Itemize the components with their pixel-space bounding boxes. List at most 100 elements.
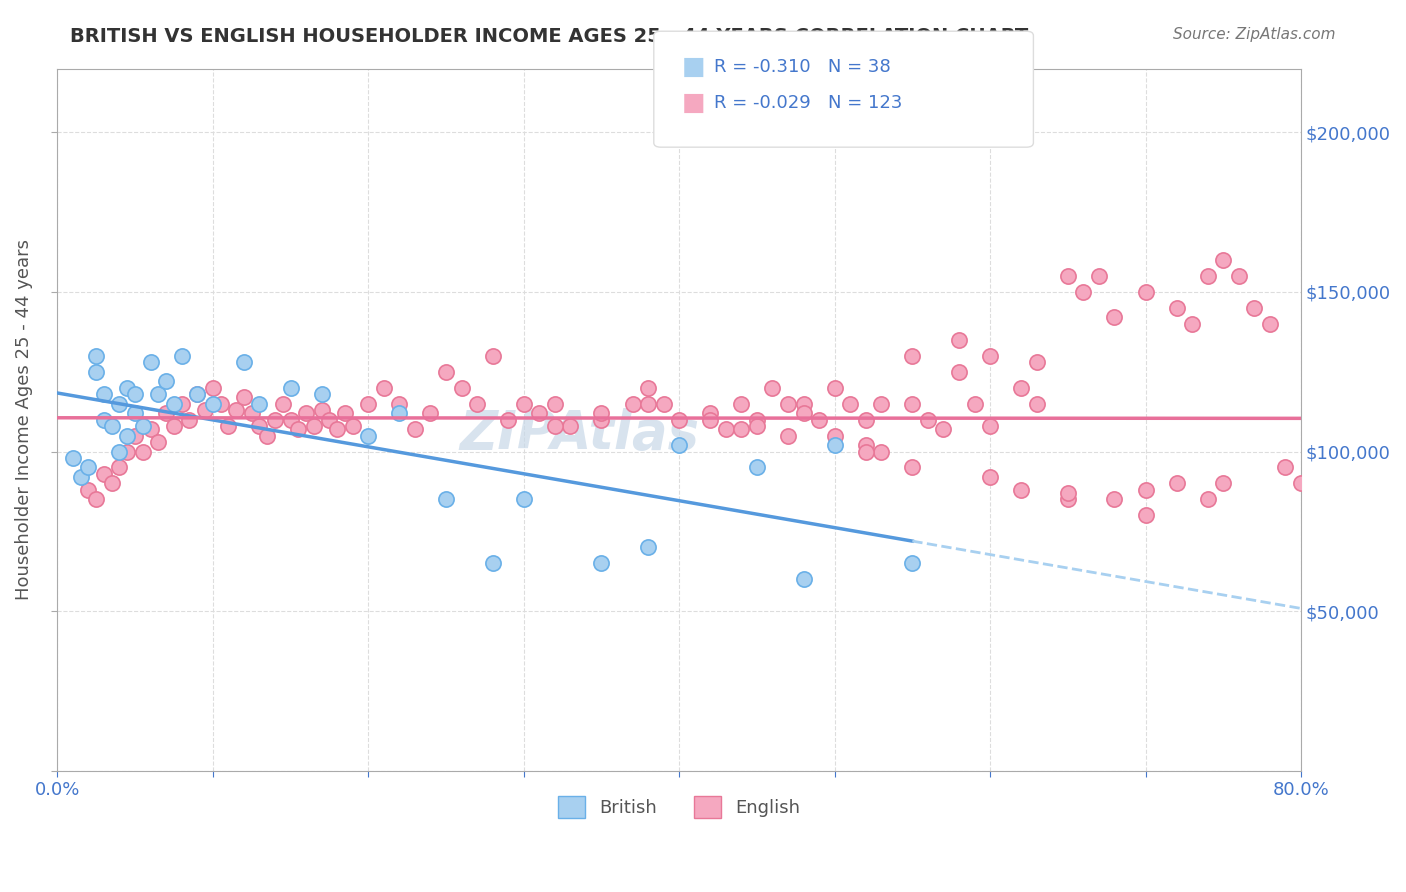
English [776, 397, 799, 411]
English [179, 412, 201, 426]
English [496, 412, 519, 426]
English [714, 422, 737, 436]
English [388, 397, 411, 411]
British [117, 381, 139, 395]
English [699, 412, 721, 426]
English [201, 381, 224, 395]
English [1135, 285, 1157, 299]
English [621, 397, 644, 411]
English [124, 428, 146, 442]
English [318, 412, 340, 426]
English [745, 419, 768, 434]
Text: R = -0.310   N = 38: R = -0.310 N = 38 [714, 58, 891, 76]
English [1166, 476, 1188, 491]
English [591, 406, 613, 420]
English [295, 406, 318, 420]
English [450, 381, 472, 395]
Text: ZIPAtlas: ZIPAtlas [460, 408, 700, 459]
English [855, 438, 877, 452]
British [357, 428, 380, 442]
English [209, 397, 232, 411]
English [870, 397, 893, 411]
English [1289, 476, 1312, 491]
English [1181, 317, 1204, 331]
English [652, 397, 675, 411]
English [979, 470, 1001, 484]
English [1056, 486, 1078, 500]
British [62, 450, 84, 465]
English [1212, 476, 1234, 491]
British [201, 397, 224, 411]
Text: ■: ■ [682, 55, 706, 78]
English [163, 419, 186, 434]
Legend: British, English: British, English [551, 789, 807, 825]
English [1010, 381, 1032, 395]
British [77, 460, 100, 475]
English [186, 387, 208, 401]
English [948, 333, 970, 347]
English [932, 422, 955, 436]
English [1399, 541, 1406, 555]
English [217, 419, 239, 434]
English [1384, 524, 1406, 539]
English [839, 397, 862, 411]
British [93, 412, 115, 426]
English [730, 422, 752, 436]
English [1056, 492, 1078, 507]
English [132, 444, 155, 458]
English [271, 397, 294, 411]
English [357, 397, 380, 411]
English [419, 406, 441, 420]
English [434, 365, 457, 379]
English [287, 422, 309, 436]
English [148, 434, 170, 449]
British [591, 556, 613, 570]
English [668, 412, 690, 426]
British [232, 355, 254, 369]
British [170, 349, 193, 363]
English [1135, 508, 1157, 523]
English [979, 349, 1001, 363]
British [108, 397, 131, 411]
English [591, 412, 613, 426]
English [529, 406, 551, 420]
British [824, 438, 846, 452]
English [232, 390, 254, 404]
English [637, 397, 659, 411]
British [163, 397, 186, 411]
English [1104, 492, 1126, 507]
English [333, 406, 356, 420]
English [170, 397, 193, 411]
British [124, 387, 146, 401]
British [148, 387, 170, 401]
English [1258, 317, 1281, 331]
English [1135, 483, 1157, 497]
Y-axis label: Householder Income Ages 25 - 44 years: Householder Income Ages 25 - 44 years [15, 239, 32, 600]
Text: ■: ■ [682, 91, 706, 114]
English [917, 412, 939, 426]
English [824, 428, 846, 442]
English [93, 467, 115, 481]
English [808, 412, 831, 426]
Text: BRITISH VS ENGLISH HOUSEHOLDER INCOME AGES 25 - 44 YEARS CORRELATION CHART: BRITISH VS ENGLISH HOUSEHOLDER INCOME AG… [70, 27, 1029, 45]
British [186, 387, 208, 401]
English [544, 397, 567, 411]
English [855, 444, 877, 458]
English [730, 397, 752, 411]
English [404, 422, 426, 436]
English [948, 365, 970, 379]
English [1353, 483, 1375, 497]
English [1166, 301, 1188, 315]
English [465, 397, 488, 411]
British [388, 406, 411, 420]
English [225, 403, 247, 417]
British [668, 438, 690, 452]
English [373, 381, 395, 395]
English [256, 428, 278, 442]
English [824, 381, 846, 395]
English [1305, 486, 1327, 500]
English [1212, 253, 1234, 268]
English [1197, 268, 1219, 283]
English [1056, 268, 1078, 283]
British [311, 387, 333, 401]
